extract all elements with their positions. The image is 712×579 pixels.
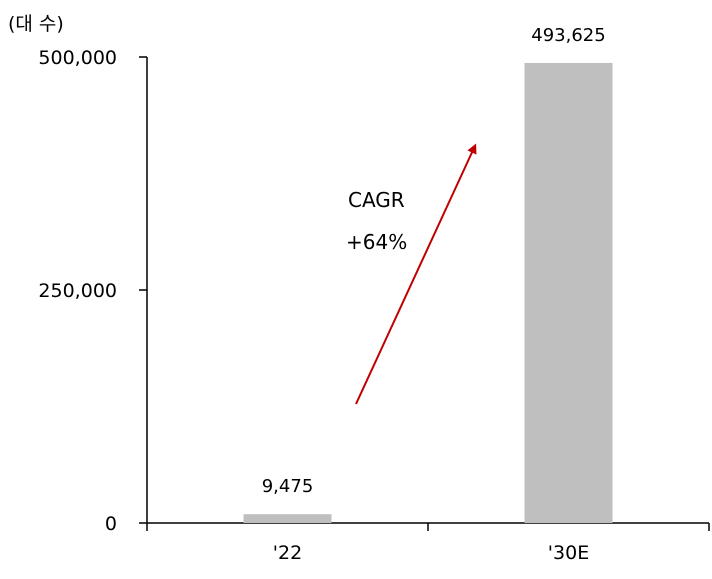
data-label: 493,625 xyxy=(531,25,605,46)
bar xyxy=(524,62,613,524)
y-tick-label: 500,000 xyxy=(38,47,117,69)
data-label: 9,475 xyxy=(262,476,314,497)
x-ticks xyxy=(146,523,710,531)
cagr-arrow xyxy=(355,143,477,405)
data-labels: 9,475 493,625 xyxy=(262,25,606,497)
cagr-value: +64% xyxy=(346,230,407,254)
category-label: '22 xyxy=(273,542,302,564)
y-tick-label: 0 xyxy=(105,513,117,535)
y-tick-label: 250,000 xyxy=(38,280,117,302)
category-label: '30E xyxy=(548,542,589,564)
y-unit-label: (대 수) xyxy=(8,13,64,35)
bar xyxy=(243,514,332,523)
category-labels: '22 '30E xyxy=(273,542,589,564)
cagr-label: CAGR xyxy=(348,188,405,212)
y-ticks: 0 250,000 500,000 xyxy=(38,47,147,535)
bars xyxy=(243,62,613,524)
